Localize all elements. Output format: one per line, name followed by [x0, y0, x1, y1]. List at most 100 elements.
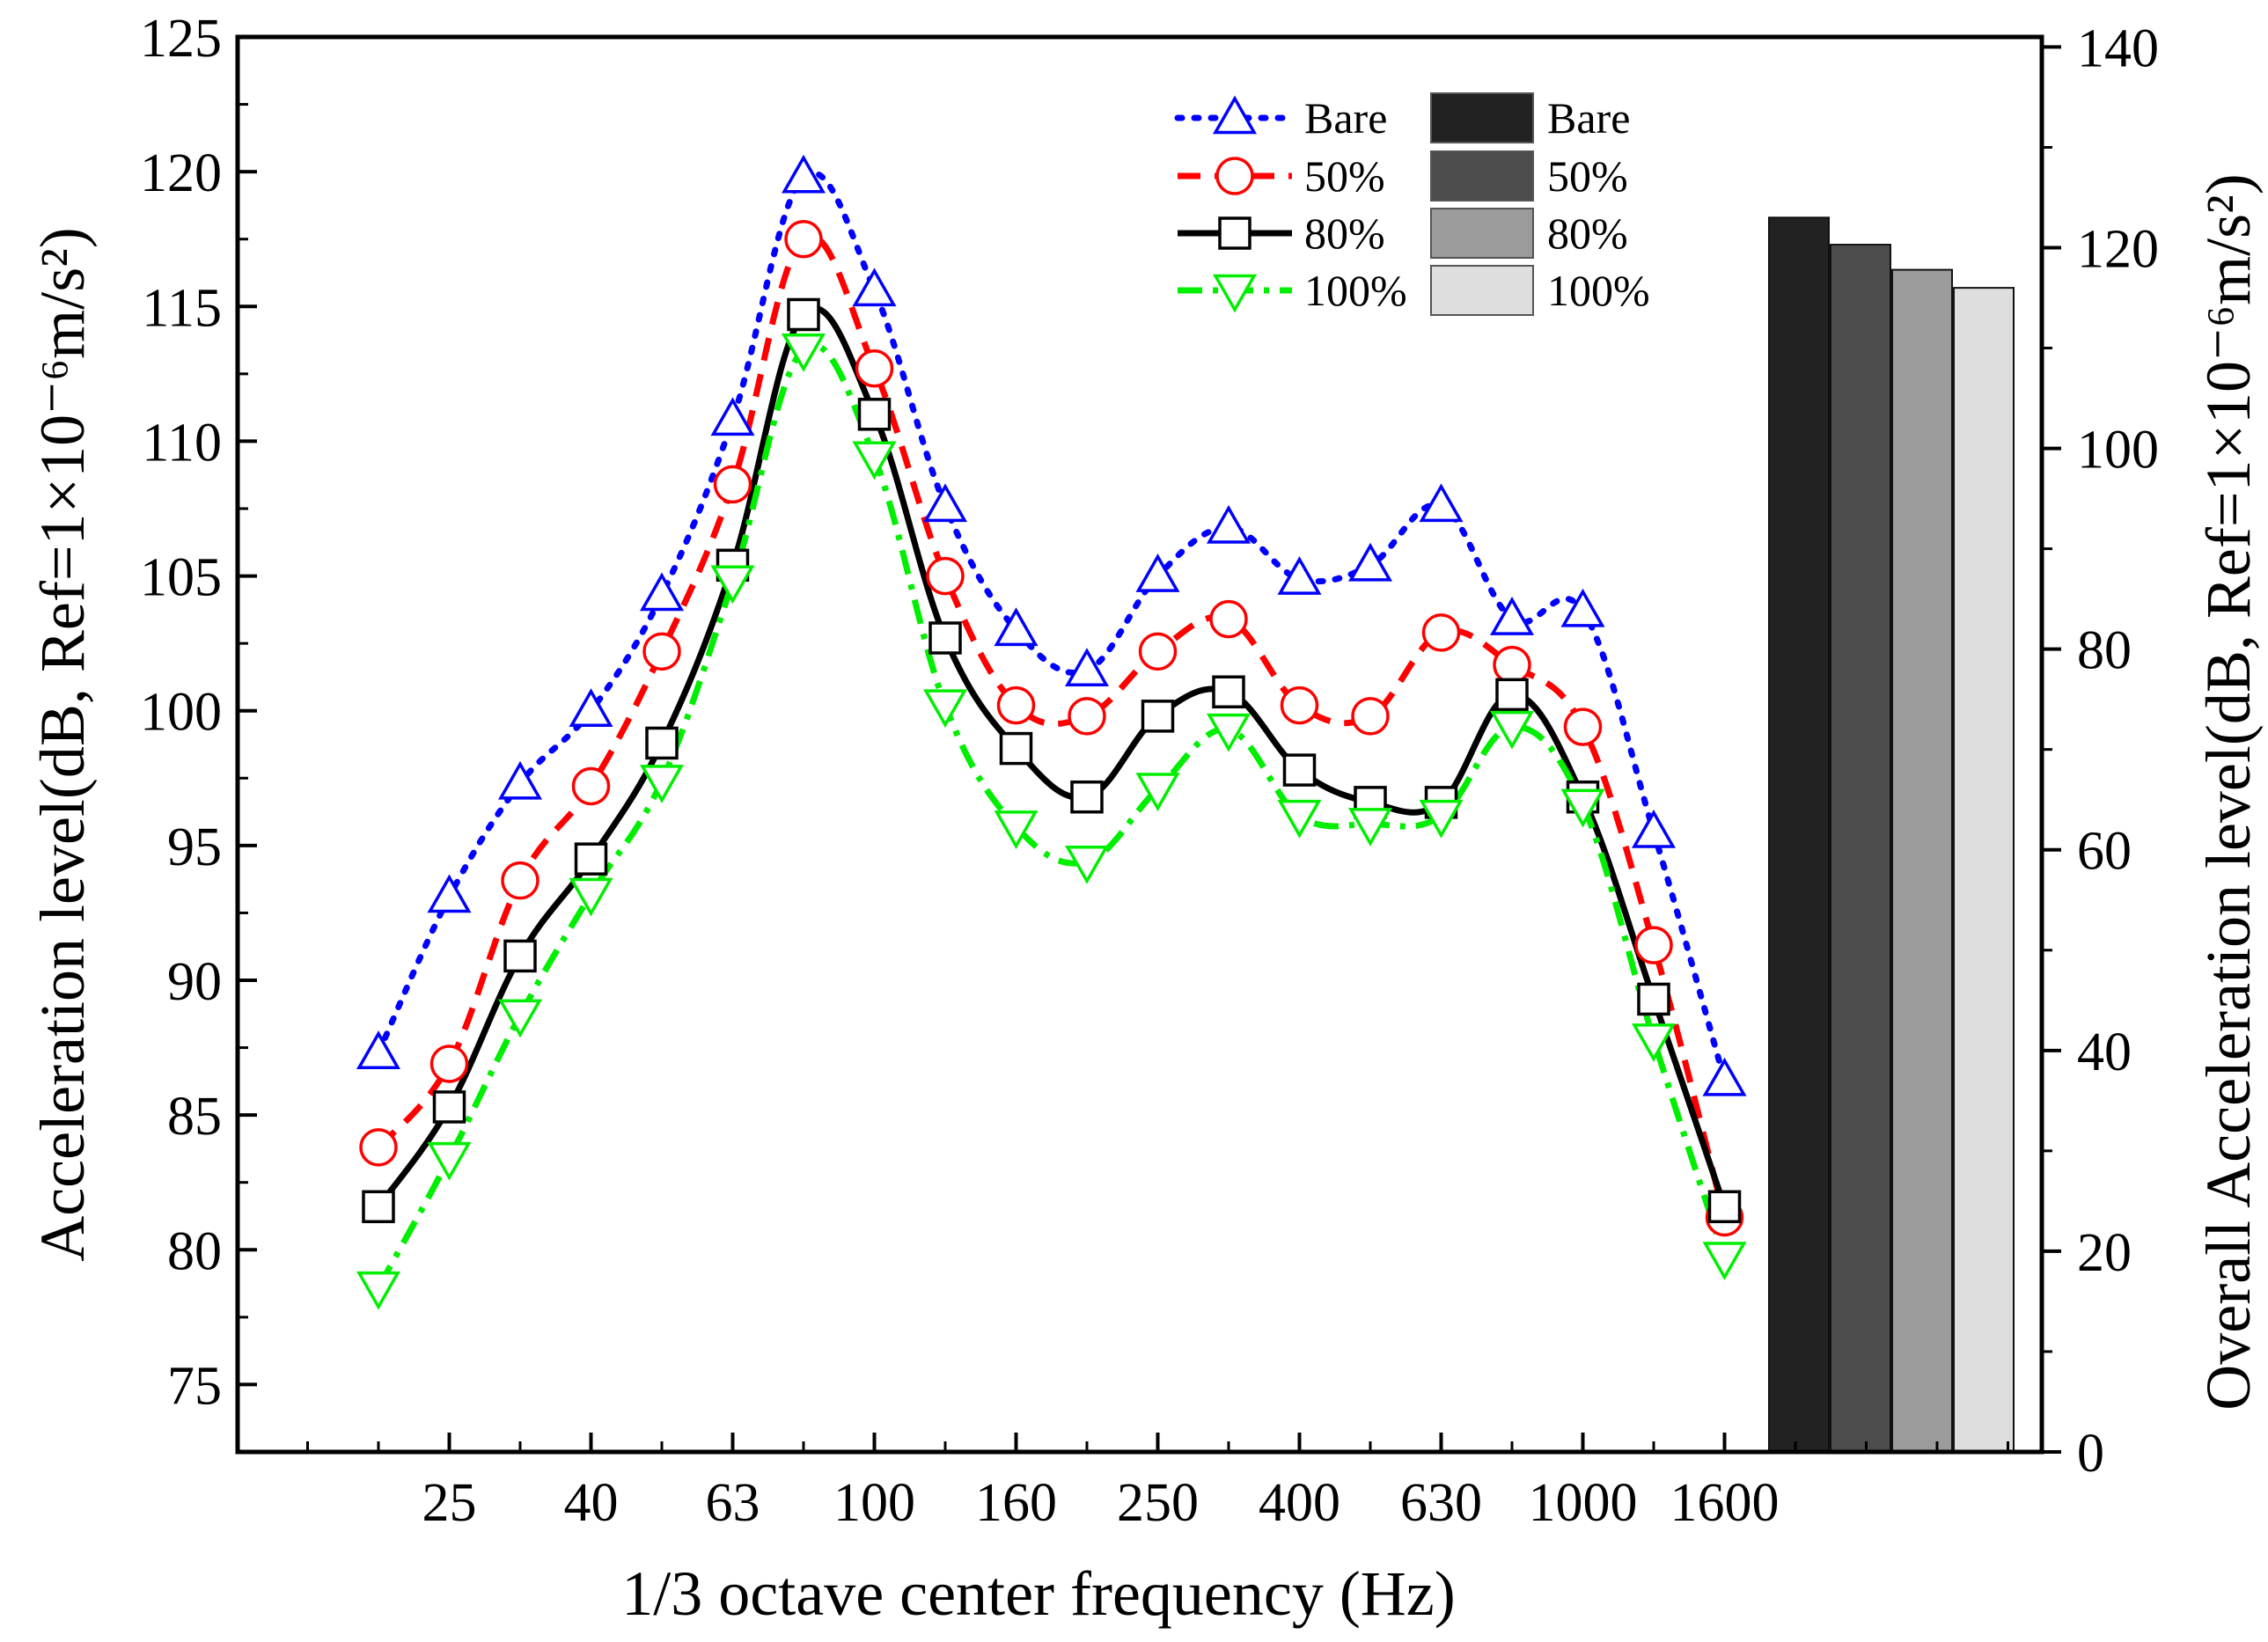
data-point-80pct-200 — [1070, 780, 1104, 814]
data-point-100pct-25 — [427, 1141, 472, 1181]
overall-bar-100pct — [1953, 287, 2015, 1454]
data-point-80pct-1600 — [1707, 1190, 1742, 1224]
data-point-50pct-315 — [1209, 599, 1248, 639]
data-point-100pct-400 — [1277, 799, 1322, 839]
y-tick-label: 100 — [140, 683, 222, 743]
y-tick-label: 80 — [167, 1221, 222, 1281]
legend-marker-bare — [1212, 95, 1258, 135]
x-axis-title: 1/3 octave center frequency (Hz) — [621, 1558, 1455, 1629]
legend-marker-80pct — [1218, 216, 1251, 250]
data-point-bare-63 — [710, 397, 755, 436]
x-tick-label: 63 — [706, 1473, 760, 1533]
legend-bar-label-80pct: 80% — [1547, 209, 1628, 258]
y-tick-label: 75 — [167, 1356, 222, 1416]
data-point-100pct-250 — [1135, 773, 1180, 812]
data-point-bare-400 — [1277, 556, 1322, 595]
data-point-50pct-500 — [1351, 697, 1390, 736]
x-tick-label: 400 — [1259, 1473, 1340, 1533]
data-point-100pct-63 — [710, 565, 755, 605]
data-point-50pct-630 — [1421, 613, 1461, 652]
data-point-100pct-50 — [639, 765, 685, 803]
x-tick-label: 40 — [564, 1473, 619, 1533]
x-tick-label: 630 — [1400, 1473, 1482, 1533]
data-point-80pct-1250 — [1637, 982, 1670, 1016]
data-point-100pct-1250 — [1631, 1023, 1677, 1062]
data-point-80pct-400 — [1282, 753, 1317, 787]
data-point-100pct-630 — [1419, 799, 1464, 839]
data-point-bare-500 — [1347, 542, 1393, 582]
y-right-tick-label: 120 — [2077, 219, 2159, 279]
legend-marker-50pct — [1215, 157, 1254, 195]
data-point-100pct-20 — [356, 1271, 401, 1310]
overall-bar-80pct — [1891, 268, 1953, 1453]
data-point-50pct-1000 — [1563, 707, 1603, 746]
y-tick-label: 125 — [140, 9, 222, 69]
data-point-50pct-125 — [926, 556, 965, 596]
data-point-bare-125 — [922, 483, 968, 523]
data-point-100pct-80 — [781, 334, 826, 372]
legend-swatch-50pct — [1430, 150, 1534, 202]
y-right-tick-label: 20 — [2077, 1223, 2132, 1283]
data-point-80pct-100 — [857, 398, 892, 431]
x-tick-label: 25 — [422, 1473, 477, 1533]
legend-bar-label-50pct: 50% — [1547, 151, 1628, 201]
data-point-bare-1250 — [1631, 810, 1677, 848]
legend-swatch-bare — [1430, 92, 1534, 143]
plot-frame — [235, 34, 2044, 1455]
data-point-50pct-800 — [1493, 645, 1531, 685]
data-point-bare-31.5 — [497, 760, 543, 800]
data-point-bare-160 — [994, 607, 1039, 647]
data-point-50pct-400 — [1280, 685, 1319, 725]
data-point-50pct-20 — [359, 1128, 398, 1167]
data-point-100pct-500 — [1347, 808, 1393, 847]
data-point-bare-315 — [1206, 504, 1251, 544]
series-line-80pct — [376, 305, 1728, 1209]
data-point-80pct-125 — [928, 621, 962, 655]
data-point-100pct-800 — [1489, 710, 1535, 750]
data-point-bare-50 — [639, 572, 685, 612]
legend-bar-label-100pct: 100% — [1547, 266, 1650, 315]
y-tick-label: 115 — [142, 278, 222, 338]
y-tick-label: 90 — [167, 952, 222, 1012]
data-point-100pct-31.5 — [497, 999, 543, 1038]
overall-bars — [1768, 216, 2015, 1454]
y-right-tick-label: 80 — [2077, 621, 2132, 681]
data-point-100pct-315 — [1206, 713, 1251, 752]
legend-label-100pct: 100% — [1304, 266, 1407, 315]
data-point-100pct-125 — [922, 689, 968, 729]
data-point-100pct-160 — [994, 810, 1039, 849]
y-tick-label: 85 — [167, 1087, 222, 1147]
data-point-bare-80 — [781, 154, 826, 194]
y-tick-label: 120 — [140, 143, 222, 203]
y-tick-label: 95 — [167, 817, 222, 877]
legend-label-80pct: 80% — [1304, 209, 1385, 258]
y-tick-label: 105 — [140, 548, 222, 608]
axis-ticks: 75 80 85 90 95 100 105 110 115 120 125 0 20 40 60 80 100… — [140, 9, 2159, 1533]
data-point-100pct-40 — [569, 877, 613, 917]
data-point-80pct-800 — [1495, 678, 1529, 712]
data-point-80pct-160 — [999, 731, 1033, 766]
data-point-50pct-40 — [571, 766, 611, 806]
legend: Bare 50% 80% 100% Bare 50% 80% 100% — [1174, 92, 1650, 316]
y-tick-label: 110 — [142, 413, 222, 473]
legend-swatch-100pct — [1430, 265, 1534, 316]
data-point-bare-25 — [427, 874, 472, 913]
y-right-tick-label: 140 — [2077, 18, 2159, 78]
data-point-bare-200 — [1064, 648, 1110, 687]
data-point-50pct-100 — [855, 348, 894, 388]
x-tick-label: 160 — [975, 1473, 1057, 1533]
data-point-80pct-50 — [645, 726, 679, 760]
y-right-tick-label: 100 — [2077, 421, 2159, 480]
data-point-50pct-160 — [996, 685, 1036, 725]
overall-bar-bare — [1768, 216, 1830, 1453]
data-point-bare-1600 — [1702, 1057, 1747, 1096]
data-point-bare-250 — [1135, 553, 1180, 592]
y-axis-title: Acceleration level(dB, Ref=1×10⁻⁶m/s²) — [27, 227, 98, 1262]
data-point-bare-100 — [852, 268, 897, 307]
data-point-bare-800 — [1489, 597, 1535, 635]
data-point-80pct-80 — [787, 297, 820, 332]
x-tick-label: 1600 — [1670, 1473, 1780, 1533]
data-point-80pct-31.5 — [503, 939, 537, 973]
data-point-bare-630 — [1419, 483, 1464, 523]
